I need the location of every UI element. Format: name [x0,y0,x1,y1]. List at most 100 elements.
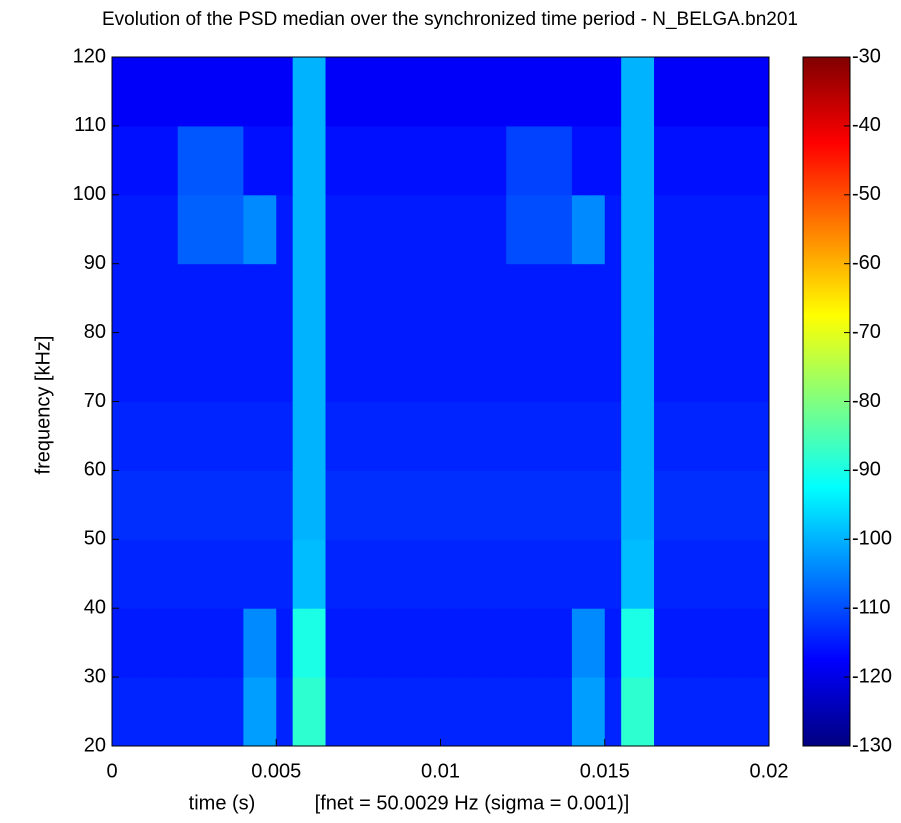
heatmap-cell [489,125,507,196]
heatmap-cell [259,608,277,678]
y-tick-label: 50 [84,528,106,550]
heatmap-cell [358,57,376,127]
heatmap-cell [604,194,622,265]
heatmap-cell [654,608,671,678]
heatmap-cell [539,470,556,540]
heatmap-cell [571,608,589,678]
heatmap-cell [522,470,540,540]
heatmap-cell [161,608,179,678]
heatmap-cell [112,332,129,402]
heatmap-cell [654,125,671,196]
heatmap-cell [161,470,179,540]
heatmap-cell [506,470,524,540]
heatmap-cell [226,125,244,196]
heatmap-cell [226,57,244,127]
heatmap-cell [391,608,409,678]
heatmap-cell [424,401,441,471]
heatmap-cell [309,539,327,609]
heatmap-cell [752,470,770,540]
heatmap-cell [588,401,606,471]
heatmap-cell [177,194,195,265]
heatmap-cell [194,608,212,678]
heatmap-cell [752,608,770,678]
heatmap-cell [325,332,343,402]
heatmap-cell [539,194,556,265]
heatmap-cell [440,608,458,678]
heatmap-cell [489,194,507,265]
heatmap-cell [604,332,622,402]
heatmap-cell [571,57,589,127]
heatmap-cell [194,125,212,196]
heatmap-cell [654,401,671,471]
heatmap-cell [341,539,359,609]
heatmap-cell [670,57,688,127]
heatmap-cell [210,539,228,609]
heatmap-cell [489,677,507,747]
heatmap-cell [654,57,671,127]
heatmap-cell [654,332,671,402]
heatmap-cell [358,470,376,540]
heatmap-cell [144,608,162,678]
heatmap-cell [539,608,556,678]
heatmap-cell [604,401,622,471]
y-tick-label: 110 [74,114,106,136]
heatmap-cell [144,677,162,747]
heatmap-cell [259,57,277,127]
heatmap-cell [473,57,491,127]
heatmap-cell [506,57,524,127]
heatmap-cell [670,470,688,540]
heatmap-cell [144,263,162,334]
heatmap-cell [719,194,737,265]
heatmap-cell [243,57,261,127]
heatmap-cell [571,263,589,334]
heatmap-cell [555,401,573,471]
heatmap-cell [226,539,244,609]
heatmap-cell [292,57,310,127]
heatmap-cell [243,263,261,334]
heatmap-cell [539,401,556,471]
heatmap-cell [177,470,195,540]
heatmap-cell [358,125,376,196]
heatmap-cell [407,677,425,747]
heatmap-cell [194,401,212,471]
heatmap-cell [621,125,639,196]
heatmap-cell [341,263,359,334]
heatmap-cell [210,608,228,678]
heatmap-cell [637,470,655,540]
heatmap-cell [128,539,146,609]
heatmap-cell [226,194,244,265]
heatmap-cell [752,401,770,471]
heatmap-cell [128,401,146,471]
colorbar-tick-label: -90 [852,459,881,481]
heatmap-cell [506,401,524,471]
heatmap-cell [456,677,474,747]
heatmap-cell [210,125,228,196]
heatmap-cell [506,263,524,334]
heatmap-cell [489,57,507,127]
heatmap-cell [703,263,721,334]
heatmap-cell [407,470,425,540]
heatmap-cell [621,677,639,747]
heatmap-cell [424,263,441,334]
heatmap-cell [177,125,195,196]
heatmap-cell [391,263,409,334]
heatmap-cell [703,332,721,402]
heatmap-cell [358,194,376,265]
heatmap-cell [588,125,606,196]
heatmap-cell [489,539,507,609]
heatmap-cell [555,194,573,265]
heatmap-cell [292,263,310,334]
heatmap-cell [259,194,277,265]
heatmap-cell [243,470,261,540]
heatmap-cell [128,125,146,196]
heatmap-cell [259,263,277,334]
heatmap-cell [325,677,343,747]
heatmap-cell [621,539,639,609]
heatmap-cell [177,263,195,334]
heatmap-cell [226,401,244,471]
heatmap-cell [325,57,343,127]
heatmap-cell [112,401,129,471]
heatmap-cell [456,125,474,196]
colorbar-tick-label: -120 [852,665,892,687]
y-tick-label: 80 [84,321,106,343]
